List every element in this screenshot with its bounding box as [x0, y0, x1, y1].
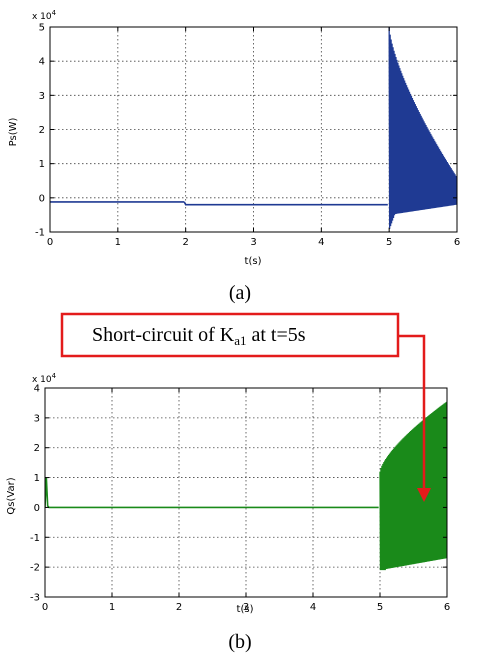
- x-tick-label: 6: [444, 602, 450, 613]
- y-tick-label: -2: [30, 563, 40, 574]
- annotation-arrowhead: [417, 488, 431, 502]
- x-tick-label: 1: [115, 237, 121, 248]
- panel-b-chart: x 104 Qs(Var) t(s) (b) 0 1 2 3 4 5 6 -3 -2 -1 0 1 2 3…: [6, 372, 450, 653]
- annotation-text: Short-circuit of Ka1 at t=5s: [92, 324, 306, 348]
- y-tick-label: 4: [39, 57, 45, 68]
- panel-b-ylabel: Qs(Var): [6, 477, 17, 514]
- panel-a-xlabel: t(s): [245, 256, 262, 267]
- y-tick-label: 3: [34, 413, 40, 424]
- series-group: [50, 27, 457, 229]
- y-tick-label: 0: [39, 193, 45, 204]
- x-tick-label: 2: [176, 602, 182, 613]
- y-tick-label: 2: [39, 125, 45, 136]
- panel-b-xlabel: t(s): [237, 604, 254, 615]
- x-tick-label: 1: [109, 602, 115, 613]
- y-tick-label: 4: [34, 384, 40, 395]
- x-tick-label: 6: [454, 237, 460, 248]
- y-tick-label: 1: [34, 473, 40, 484]
- x-tick-label: 4: [318, 237, 324, 248]
- annotation-connector: [398, 334, 426, 490]
- panel-a-exponent: x 104: [32, 9, 57, 22]
- y-tick-label: 5: [39, 23, 45, 34]
- annotation-box: [60, 312, 400, 358]
- x-tick-label: 3: [243, 602, 249, 613]
- series-group: [45, 401, 447, 571]
- x-tick-label: 3: [250, 237, 256, 248]
- panel-a-caption: (a): [229, 282, 251, 304]
- y-tick-label: 0: [34, 503, 40, 514]
- x-tick-label: 5: [377, 602, 383, 613]
- series-oscillation: [388, 27, 457, 229]
- y-tick-label: -1: [30, 533, 40, 544]
- y-tick-label: 3: [39, 91, 45, 102]
- panel-b-caption: (b): [228, 631, 251, 653]
- x-tick-label: 5: [386, 237, 392, 248]
- panel-b-exponent: x 104: [32, 372, 57, 385]
- y-tick-label: -1: [35, 228, 45, 239]
- short-circuit-annotation: Short-circuit of Ka1 at t=5s: [60, 312, 431, 502]
- series-line: [183, 201, 388, 206]
- y-tick-label: 2: [34, 443, 40, 454]
- series-oscillation: [379, 401, 447, 571]
- x-tick-label: 2: [182, 237, 188, 248]
- x-tick-label: 0: [42, 602, 48, 613]
- series-line: [45, 477, 379, 509]
- panel-a-ylabel: Ps(W): [8, 118, 19, 147]
- x-tick-label: 0: [47, 237, 53, 248]
- x-tick-label: 4: [310, 602, 316, 613]
- y-tick-label: -3: [30, 593, 40, 604]
- y-tick-label: 1: [39, 159, 45, 170]
